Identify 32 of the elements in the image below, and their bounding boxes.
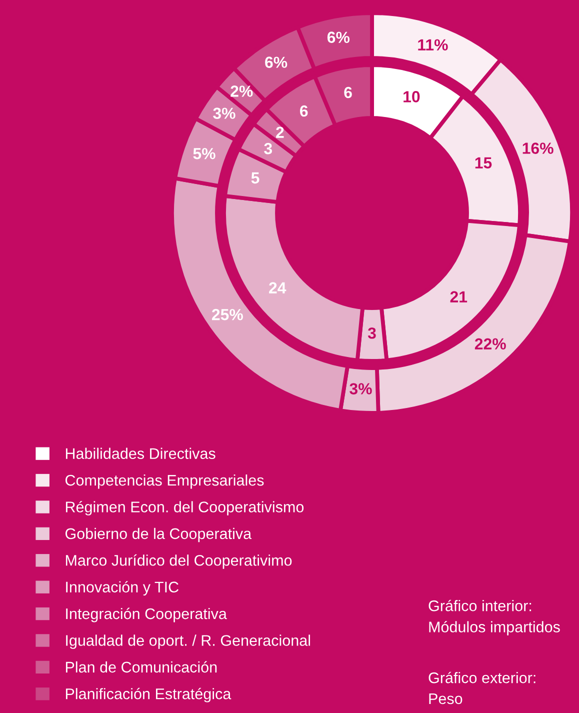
legend-label: Marco Jurídico del Cooperativimo — [66, 554, 292, 569]
legend-label: Igualdad de oport. / R. Generacional — [66, 634, 310, 649]
legend-label: Competencias Empresariales — [66, 474, 264, 489]
legend-label: Gobierno de la Cooperativa — [65, 528, 252, 542]
text: Gráfico interior: Módulos impartidos — [428, 600, 560, 636]
data-label: 22% — [474, 338, 506, 350]
legend-label: Plan de Comunicación — [66, 661, 217, 673]
data-label: 3 — [368, 327, 376, 339]
data-label: 15 — [475, 157, 492, 168]
legend-label: Integración Cooperativa — [66, 608, 227, 622]
data-label: 3 — [264, 142, 272, 154]
data-label: 6% — [327, 32, 350, 43]
data-label: 2% — [230, 86, 253, 97]
data-label: 6 — [344, 86, 352, 98]
data-label: 24 — [269, 282, 286, 294]
data-label: 11% — [418, 39, 448, 50]
legend-label: Habilidades Directivas — [66, 448, 216, 460]
data-label: 5 — [251, 172, 260, 184]
data-label: 6% — [265, 56, 288, 68]
legend-label: Régimen Econ. del Cooperativismo — [66, 501, 304, 516]
data-label: 3% — [350, 383, 372, 394]
text: Gráfico exterior: Peso — [428, 672, 536, 704]
data-label: 16% — [522, 142, 554, 154]
data-label: 5% — [193, 148, 216, 160]
legend-label: Innovación y TIC — [66, 581, 179, 596]
data-label: 3% — [213, 108, 236, 119]
data-label: 6 — [300, 105, 308, 117]
data-label: 10 — [404, 91, 420, 102]
data-label: 25% — [212, 308, 243, 320]
data-label: 21 — [450, 291, 468, 302]
legend-label: Planificación Estratégica — [66, 688, 232, 702]
data-label: 2 — [276, 126, 284, 138]
